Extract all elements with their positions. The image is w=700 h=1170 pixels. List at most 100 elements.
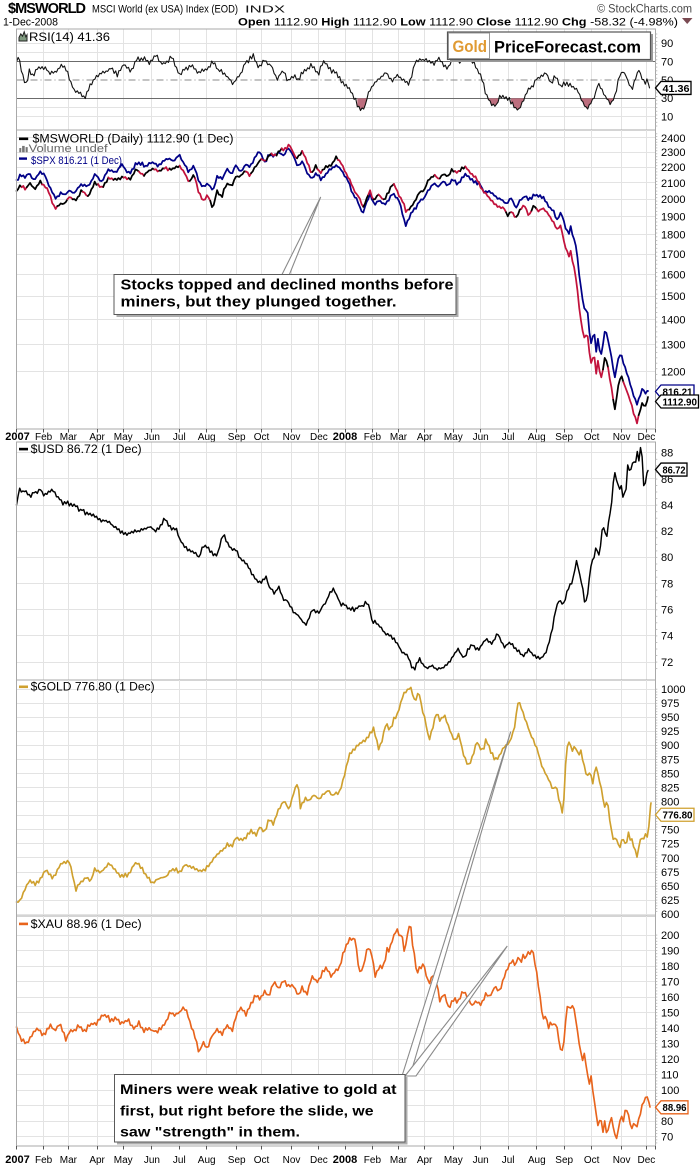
svg-text:776.80: 776.80 bbox=[663, 810, 693, 822]
svg-text:Miners were weak relative to g: Miners were weak relative to gold at bbox=[120, 1081, 397, 1097]
svg-text:88.96: 88.96 bbox=[663, 1102, 687, 1114]
svg-text:70: 70 bbox=[661, 56, 673, 68]
svg-text:1800: 1800 bbox=[661, 230, 685, 242]
svg-text:200: 200 bbox=[661, 930, 679, 942]
svg-text:1-Dec-2008: 1-Dec-2008 bbox=[3, 17, 58, 29]
svg-text:Aug: Aug bbox=[198, 432, 216, 443]
svg-text:Nov: Nov bbox=[613, 432, 631, 443]
svg-text:© StockCharts.com: © StockCharts.com bbox=[597, 4, 692, 16]
svg-text:Feb: Feb bbox=[364, 1155, 382, 1166]
svg-text:900: 900 bbox=[661, 740, 679, 752]
svg-text:76: 76 bbox=[661, 605, 673, 617]
svg-text:Jun: Jun bbox=[473, 1155, 489, 1166]
svg-text:Feb: Feb bbox=[364, 432, 382, 443]
svg-text:72: 72 bbox=[661, 657, 673, 669]
svg-text:Jul: Jul bbox=[502, 1155, 515, 1166]
svg-text:80: 80 bbox=[661, 552, 673, 564]
svg-text:Oct: Oct bbox=[254, 432, 270, 443]
svg-text:May: May bbox=[444, 1155, 463, 1166]
svg-text:Nov: Nov bbox=[283, 432, 301, 443]
svg-text:Aug: Aug bbox=[198, 1155, 216, 1166]
svg-text:$USD 86.72 (1 Dec): $USD 86.72 (1 Dec) bbox=[31, 444, 142, 456]
svg-text:Dec: Dec bbox=[310, 1155, 328, 1166]
svg-text:Aug: Aug bbox=[528, 432, 546, 443]
svg-text:$MSWORLD: $MSWORLD bbox=[8, 1, 86, 17]
svg-text:2008: 2008 bbox=[333, 431, 357, 443]
svg-text:875: 875 bbox=[661, 754, 679, 766]
svg-text:Nov: Nov bbox=[283, 1155, 301, 1166]
svg-text:Stocks topped and declined mon: Stocks topped and declined months before bbox=[121, 277, 454, 294]
svg-text:80: 80 bbox=[661, 1116, 673, 1128]
svg-text:Jun: Jun bbox=[144, 432, 160, 443]
svg-text:130: 130 bbox=[661, 1039, 679, 1051]
svg-text:2007: 2007 bbox=[5, 1154, 29, 1166]
svg-text:88: 88 bbox=[661, 448, 673, 460]
svg-text:2000: 2000 bbox=[661, 194, 685, 206]
svg-text:74: 74 bbox=[661, 631, 673, 643]
svg-text:Feb: Feb bbox=[35, 432, 53, 443]
svg-text:Sep: Sep bbox=[555, 432, 573, 443]
svg-text:Feb: Feb bbox=[35, 1155, 53, 1166]
svg-text:84: 84 bbox=[661, 500, 673, 512]
svg-text:Open 1112.90 High 1112.90 Low: Open 1112.90 High 1112.90 Low 1112.90 Cl… bbox=[238, 17, 678, 29]
svg-text:41.36: 41.36 bbox=[663, 83, 690, 95]
svg-text:2200: 2200 bbox=[661, 162, 685, 174]
svg-text:Dec: Dec bbox=[638, 432, 656, 443]
svg-text:1200: 1200 bbox=[661, 366, 685, 378]
svg-text:78: 78 bbox=[661, 578, 673, 590]
svg-text:1400: 1400 bbox=[661, 314, 685, 326]
svg-text:950: 950 bbox=[661, 712, 679, 724]
svg-text:Volume undef: Volume undef bbox=[29, 143, 109, 155]
svg-text:1700: 1700 bbox=[661, 249, 685, 261]
svg-text:Mar: Mar bbox=[60, 432, 78, 443]
svg-text:700: 700 bbox=[661, 853, 679, 865]
svg-text:$MSWORLD (Daily) 1112.90 (1 De: $MSWORLD (Daily) 1112.90 (1 Dec) bbox=[33, 133, 234, 145]
svg-text:PriceForecast.com: PriceForecast.com bbox=[494, 38, 641, 57]
svg-text:600: 600 bbox=[661, 909, 679, 921]
svg-text:650: 650 bbox=[661, 881, 679, 893]
svg-text:90: 90 bbox=[661, 38, 673, 50]
svg-text:first, but right before the sl: first, but right before the slide, we bbox=[120, 1103, 374, 1119]
svg-text:2007: 2007 bbox=[5, 431, 29, 443]
svg-text:Oct: Oct bbox=[254, 1155, 270, 1166]
svg-text:1900: 1900 bbox=[661, 212, 685, 224]
svg-text:Oct: Oct bbox=[584, 1155, 600, 1166]
svg-text:Oct: Oct bbox=[584, 432, 600, 443]
svg-text:1000: 1000 bbox=[661, 684, 685, 696]
svg-text:140: 140 bbox=[661, 1023, 679, 1035]
svg-text:Apr: Apr bbox=[417, 432, 433, 443]
svg-text:INDX: INDX bbox=[245, 5, 286, 16]
svg-text:MSCI World (ex USA) Index (EOD: MSCI World (ex USA) Index (EOD) bbox=[92, 4, 238, 16]
svg-text:Apr: Apr bbox=[89, 432, 105, 443]
svg-text:925: 925 bbox=[661, 726, 679, 738]
svg-text:$XAU 88.96 (1 Dec): $XAU 88.96 (1 Dec) bbox=[31, 919, 142, 931]
svg-text:110: 110 bbox=[661, 1070, 679, 1082]
svg-text:miners, but they plunged toget: miners, but they plunged together. bbox=[121, 294, 397, 311]
svg-text:Mar: Mar bbox=[390, 1155, 408, 1166]
svg-text:Jun: Jun bbox=[473, 432, 489, 443]
svg-text:160: 160 bbox=[661, 992, 679, 1004]
svg-text:saw "strength" in them.: saw "strength" in them. bbox=[120, 1124, 300, 1140]
svg-text:$SPX 816.21 (1 Dec): $SPX 816.21 (1 Dec) bbox=[31, 155, 122, 167]
svg-text:750: 750 bbox=[661, 825, 679, 837]
svg-text:May: May bbox=[114, 1155, 133, 1166]
svg-text:Gold: Gold bbox=[453, 38, 488, 56]
svg-text:675: 675 bbox=[661, 867, 679, 879]
svg-text:190: 190 bbox=[661, 945, 679, 957]
svg-text:2400: 2400 bbox=[661, 133, 685, 145]
svg-text:Sep: Sep bbox=[555, 1155, 573, 1166]
svg-text:Jul: Jul bbox=[173, 432, 186, 443]
svg-text:2300: 2300 bbox=[661, 147, 685, 159]
svg-text:Sep: Sep bbox=[228, 432, 246, 443]
svg-text:1112.90: 1112.90 bbox=[663, 396, 698, 408]
svg-text:1300: 1300 bbox=[661, 339, 685, 351]
svg-text:Jul: Jul bbox=[502, 432, 515, 443]
svg-text:Sep: Sep bbox=[228, 1155, 246, 1166]
svg-text:May: May bbox=[444, 432, 463, 443]
svg-text:70: 70 bbox=[661, 1132, 673, 1144]
svg-text:Jun: Jun bbox=[144, 1155, 160, 1166]
svg-text:Jul: Jul bbox=[173, 1155, 186, 1166]
svg-text:Mar: Mar bbox=[390, 432, 408, 443]
svg-text:800: 800 bbox=[661, 797, 679, 809]
svg-text:Aug: Aug bbox=[528, 1155, 546, 1166]
